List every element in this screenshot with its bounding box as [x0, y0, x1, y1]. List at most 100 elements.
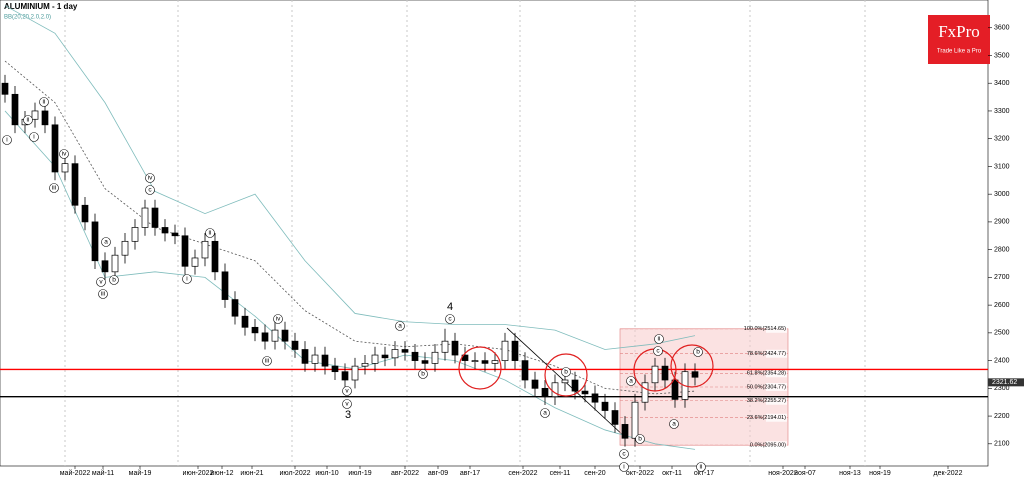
candle-body — [161, 227, 169, 234]
x-tick-label: май-11 — [92, 469, 114, 477]
y-tick-label: 2500 — [994, 330, 1010, 337]
candle-body — [551, 382, 559, 398]
candle-body — [431, 351, 439, 364]
candle-body — [331, 365, 339, 373]
y-tick-label: 3500 — [994, 52, 1010, 59]
fib-label: 50.0%(2304.77) — [747, 384, 786, 390]
x-tick-label: сен-20 — [584, 470, 605, 477]
candle-body — [51, 124, 59, 173]
wave-circle — [182, 274, 192, 284]
wave-label: i — [186, 276, 187, 283]
wave-label: ii — [43, 99, 46, 106]
wave-label: i — [623, 464, 624, 471]
x-tick-label: июн-12 — [210, 470, 233, 477]
wave-circle — [262, 356, 272, 366]
y-tick-label: 3000 — [994, 191, 1010, 198]
candle-body — [61, 163, 69, 173]
chart-title: ALUMINIUM - 1 day — [4, 2, 78, 11]
y-tick-label: 2900 — [994, 219, 1010, 226]
x-tick-label: июн-21 — [240, 470, 263, 477]
wave-circle — [626, 376, 636, 386]
wave-circle — [540, 408, 550, 418]
candle-body — [151, 207, 159, 228]
candle-body — [531, 379, 539, 389]
candle-body — [351, 365, 359, 381]
x-tick-label: авг-09 — [428, 470, 448, 477]
wave-circle — [445, 314, 455, 324]
candle-body — [611, 410, 619, 425]
y-tick-label: 2400 — [994, 357, 1010, 364]
candle-body — [571, 379, 579, 392]
x-tick-label: авг-17 — [460, 470, 480, 477]
candle-body — [101, 260, 109, 273]
candle-body — [521, 360, 529, 381]
candle-body — [691, 371, 699, 378]
candle-body — [301, 349, 309, 364]
last-price-tag — [988, 378, 1024, 387]
y-tick-label: 3300 — [994, 108, 1010, 115]
wave-circle — [145, 173, 155, 183]
wave-circle — [98, 289, 108, 299]
logo-name: FxPro — [938, 22, 980, 41]
candle-body — [191, 257, 199, 267]
candle-body — [661, 365, 669, 381]
wave-circle — [561, 367, 571, 377]
x-tick-label: июл-19 — [348, 470, 371, 477]
wave-label: a — [629, 378, 633, 385]
candle-body — [561, 379, 569, 384]
wave-label: iii — [101, 291, 105, 298]
y-tick-label: 2300 — [994, 385, 1010, 392]
candle-body — [221, 271, 229, 300]
wave-circle — [669, 419, 679, 429]
x-tick-label: ноя-13 — [839, 470, 861, 477]
candle-body — [511, 340, 519, 361]
wave-label: b — [112, 277, 116, 284]
wave-circle — [23, 115, 33, 125]
wave-label: v — [99, 279, 103, 286]
candle-body — [311, 354, 319, 364]
candle-body — [131, 227, 139, 242]
x-tick-label: сен-11 — [550, 470, 571, 477]
x-tick-label: окт-17 — [694, 470, 714, 477]
candle-body — [361, 363, 369, 367]
candle-body — [391, 349, 399, 359]
wave-number: 4 — [447, 301, 453, 313]
wave-number: 3 — [345, 409, 351, 421]
fib-label-box — [766, 349, 787, 358]
candle-body — [241, 315, 249, 328]
wave-circle — [273, 314, 283, 324]
x-tick-label: май-2022 — [60, 469, 91, 477]
candle-body — [291, 340, 299, 350]
candle-body — [421, 360, 429, 364]
wave-label: c — [448, 316, 452, 323]
wave-circle — [101, 237, 111, 247]
fib-label: 78.6%(2424.77) — [747, 351, 786, 357]
candle-body — [491, 360, 499, 364]
candle-body — [211, 240, 219, 273]
indicator-label: BB(20,20,2.0,2.0) — [4, 15, 51, 21]
candle-body — [651, 365, 659, 384]
y-tick-label: 3400 — [994, 80, 1010, 87]
x-tick-label: дек-2022 — [934, 470, 963, 477]
wave-label: b — [421, 371, 425, 378]
wave-circle — [418, 369, 428, 379]
wave-circle — [96, 277, 106, 287]
wave-circle — [693, 347, 703, 357]
candle-body — [281, 329, 289, 342]
y-tick-label: 3200 — [994, 136, 1010, 143]
wave-label: v — [345, 388, 349, 395]
wave-circle — [2, 135, 12, 145]
candle-body — [541, 387, 549, 398]
highlight-circle — [458, 346, 502, 390]
candle-body — [171, 232, 179, 237]
wave-label: iv — [276, 316, 281, 323]
wave-circle — [145, 185, 155, 195]
candle-body — [381, 354, 389, 359]
candle-body — [91, 221, 99, 262]
wave-label: iii — [52, 185, 56, 192]
wave-circle — [39, 97, 49, 107]
fib-label-box — [766, 413, 787, 422]
candle-body — [671, 379, 679, 400]
wave-circle — [342, 386, 352, 396]
